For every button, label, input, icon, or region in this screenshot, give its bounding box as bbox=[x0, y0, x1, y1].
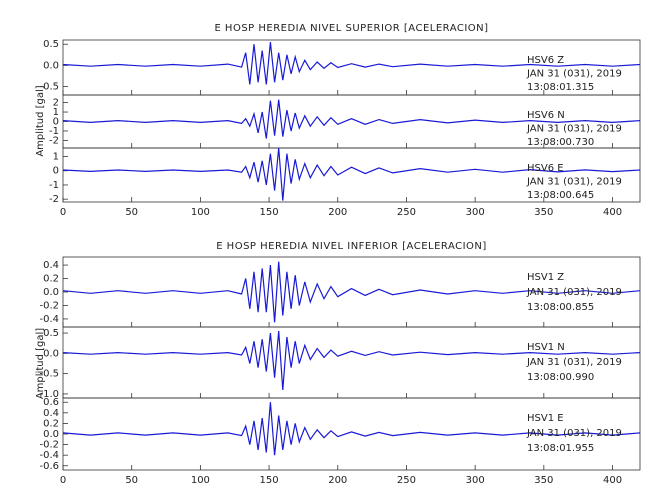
x-tick-label: 0 bbox=[60, 475, 66, 486]
x-tick-label: 300 bbox=[466, 207, 485, 218]
y-tick-label: 0.2 bbox=[43, 274, 59, 285]
y-tick-label: 0.2 bbox=[43, 418, 59, 429]
y-tick-label: -0.5 bbox=[39, 82, 59, 93]
y-tick-label: -0.6 bbox=[39, 461, 59, 472]
y-tick-label: 0.4 bbox=[43, 260, 59, 271]
y-tick-label: 1 bbox=[53, 107, 59, 118]
date-label: JAN 31 (031), 2019 bbox=[526, 69, 622, 80]
station-label: HSV1 Z bbox=[527, 272, 564, 283]
time-label: 13:08:01.955 bbox=[527, 443, 594, 454]
time-label: 13:08:01.315 bbox=[527, 82, 594, 93]
y-tick-label: 0.5 bbox=[43, 328, 59, 339]
y-tick-label: 0 bbox=[53, 166, 59, 177]
y-tick-label: 0.0 bbox=[43, 429, 59, 440]
x-tick-label: 400 bbox=[603, 475, 622, 486]
x-tick-label: 100 bbox=[191, 207, 210, 218]
y-axis-label: Amplitud [gal] bbox=[35, 328, 46, 399]
x-tick-label: 250 bbox=[397, 475, 416, 486]
waveform bbox=[62, 402, 641, 456]
waveform bbox=[62, 331, 641, 390]
x-tick-label: 350 bbox=[534, 475, 553, 486]
station-label: HSV6 E bbox=[527, 163, 564, 174]
x-tick-label: 150 bbox=[260, 207, 279, 218]
y-tick-label: 0.0 bbox=[43, 60, 59, 71]
x-tick-label: 350 bbox=[534, 207, 553, 218]
y-tick-label: -0.4 bbox=[39, 450, 59, 461]
x-tick-label: 50 bbox=[125, 207, 138, 218]
y-tick-label: 2 bbox=[53, 98, 59, 109]
date-label: JAN 31 (031), 2019 bbox=[526, 357, 622, 368]
x-tick-label: 100 bbox=[191, 475, 210, 486]
y-tick-label: -1 bbox=[49, 126, 59, 137]
y-tick-label: -0.2 bbox=[39, 300, 59, 311]
station-label: HSV1 N bbox=[527, 342, 565, 353]
y-tick-label: 1 bbox=[53, 152, 59, 163]
waveform bbox=[62, 261, 641, 323]
station-label: HSV6 Z bbox=[527, 55, 564, 66]
x-tick-label: 0 bbox=[60, 207, 66, 218]
y-tick-label: 0 bbox=[53, 117, 59, 128]
time-label: 13:08:00.855 bbox=[527, 302, 594, 313]
y-tick-label: 0.6 bbox=[43, 397, 59, 408]
time-label: 13:08:00.730 bbox=[527, 137, 594, 148]
chart-title: E HOSP HEREDIA NIVEL SUPERIOR [ACELERACI… bbox=[214, 23, 488, 34]
y-tick-label: 0.0 bbox=[43, 348, 59, 359]
x-tick-label: 300 bbox=[466, 475, 485, 486]
y-tick-label: -0.4 bbox=[39, 314, 59, 325]
y-tick-label: -2 bbox=[49, 194, 59, 205]
x-tick-label: 400 bbox=[603, 207, 622, 218]
y-tick-label: 0.0 bbox=[43, 287, 59, 298]
waveform bbox=[62, 42, 641, 85]
time-label: 13:08:00.990 bbox=[527, 372, 594, 383]
date-label: JAN 31 (031), 2019 bbox=[526, 124, 622, 135]
y-tick-label: 0.5 bbox=[43, 39, 59, 50]
x-tick-label: 200 bbox=[328, 475, 347, 486]
y-tick-label: -0.2 bbox=[39, 440, 59, 451]
y-tick-label: -1 bbox=[49, 180, 59, 191]
date-label: JAN 31 (031), 2019 bbox=[526, 428, 622, 439]
time-label: 13:08:00.645 bbox=[527, 190, 594, 201]
x-tick-label: 50 bbox=[125, 475, 138, 486]
x-tick-label: 150 bbox=[260, 475, 279, 486]
y-tick-label: -2 bbox=[49, 135, 59, 146]
date-label: JAN 31 (031), 2019 bbox=[526, 287, 622, 298]
waveform bbox=[62, 147, 641, 201]
x-tick-label: 250 bbox=[397, 207, 416, 218]
waveform bbox=[62, 99, 641, 139]
y-tick-label: -0.5 bbox=[39, 369, 59, 380]
panel-frame bbox=[62, 147, 641, 203]
y-axis-label: Amplitud [gal] bbox=[35, 85, 46, 156]
y-tick-label: -1.0 bbox=[39, 389, 59, 400]
chart-title: E HOSP HEREDIA NIVEL INFERIOR [ACELERACI… bbox=[216, 241, 487, 252]
station-label: HSV1 E bbox=[527, 413, 564, 424]
y-tick-label: 0.4 bbox=[43, 408, 59, 419]
x-tick-label: 200 bbox=[328, 207, 347, 218]
station-label: HSV6 N bbox=[527, 110, 565, 121]
date-label: JAN 31 (031), 2019 bbox=[526, 177, 622, 188]
